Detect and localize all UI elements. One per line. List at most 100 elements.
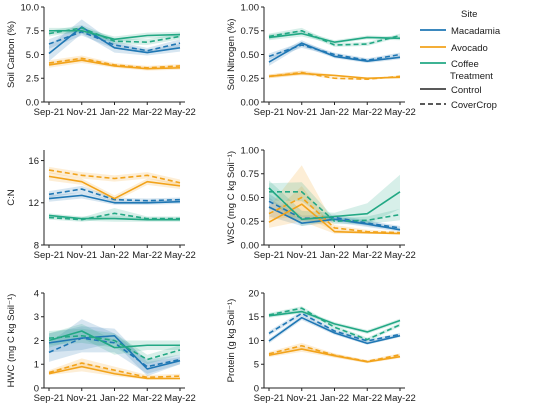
line-macadamia-covercrop [268, 312, 401, 342]
panel-c-n-ratio: 8 12 16 Sep-21 Nov-21 Jan-22 Mar-22 May-22 C:N [6, 150, 196, 261]
x-tick-label: Nov-21 [66, 393, 97, 404]
x-tick-label: Jan-22 [320, 250, 349, 261]
x-tick-label: Nov-21 [66, 250, 97, 261]
line-coffee-control [268, 310, 401, 333]
y-tick-label: 10 [248, 336, 259, 347]
y-tick-label: 0.00 [241, 240, 260, 251]
x-tick-label: Mar-22 [132, 393, 162, 404]
y-tick-label: 1.00 [241, 145, 260, 156]
line-macadamia-covercrop [48, 188, 181, 202]
x-tick-label: Mar-22 [352, 107, 382, 118]
legend-label-avocado: Avocado [451, 43, 488, 54]
y-tick-label: 0.50 [241, 193, 260, 204]
y-tick-label: 3 [34, 312, 39, 323]
band-macadamia-covercrop [269, 42, 400, 63]
legend: Site Macadamia Avocado Coffee Treatment … [420, 9, 501, 111]
band-avocado-covercrop [49, 166, 180, 186]
line-macadamia-control [268, 316, 401, 345]
y-tick-label: 10.0 [21, 2, 40, 13]
line-coffee-control [48, 330, 180, 349]
line-avocado-covercrop [48, 57, 181, 69]
line-macadamia-control [48, 334, 181, 370]
band-macadamia-covercrop [49, 319, 180, 374]
panel-hwc: 0 1 2 3 4 Sep-21 Nov-21 Jan-22 Mar-22 May-22 HWC (… [6, 288, 196, 404]
y-tick-label: 12 [28, 198, 39, 209]
band-macadamia-covercrop [49, 185, 180, 203]
line-avocado-control [48, 365, 180, 380]
line-avocado-covercrop [268, 71, 401, 80]
y-tick-label: 0 [254, 383, 259, 394]
y-axis-label-soil-carbon: Soil Carbon (%) [6, 21, 17, 88]
line-coffee-covercrop [48, 212, 180, 221]
x-tick-label: Mar-22 [132, 250, 162, 261]
y-tick-label: 0.75 [241, 26, 260, 37]
x-tick-label: May-22 [384, 250, 416, 261]
legend-label-coffee: Coffee [451, 59, 479, 70]
y-axis-label-hwc: HWC (mg C kg Soil⁻¹) [6, 294, 17, 388]
line-macadamia-covercrop [48, 30, 181, 52]
band-macadamia-control [49, 19, 180, 62]
x-tick-label: Mar-22 [352, 250, 382, 261]
line-avocado-covercrop [48, 362, 181, 379]
y-axis-label-c-n-ratio: C:N [6, 189, 17, 206]
x-tick-label: Nov-21 [286, 393, 317, 404]
y-tick-label: 7.5 [26, 26, 39, 37]
y-tick-label: 5.0 [26, 50, 39, 61]
x-tick-label: Sep-21 [254, 250, 285, 261]
x-tick-label: Jan-22 [100, 250, 129, 261]
x-tick-label: May-22 [164, 393, 196, 404]
line-coffee-covercrop [48, 27, 181, 43]
line-macadamia-control [48, 194, 181, 204]
y-tick-label: 0.00 [241, 97, 260, 108]
line-coffee-control [268, 32, 401, 43]
line-avocado-control [268, 72, 401, 80]
y-tick-label: 0.75 [241, 169, 260, 180]
line-macadamia-covercrop [268, 44, 401, 62]
y-tick-label: 2.5 [26, 74, 39, 85]
x-tick-label: May-22 [384, 393, 416, 404]
line-coffee-covercrop [269, 191, 401, 223]
line-macadamia-control [48, 26, 181, 55]
band-avocado-control [49, 172, 180, 202]
x-tick-label: May-22 [384, 107, 416, 118]
x-tick-label: Jan-22 [100, 107, 129, 118]
line-avocado-covercrop [268, 196, 401, 234]
x-tick-label: May-22 [164, 250, 196, 261]
x-tick-label: Jan-22 [100, 393, 129, 404]
x-tick-label: Mar-22 [132, 107, 162, 118]
band-macadamia-covercrop [49, 26, 180, 54]
line-avocado-covercrop [268, 344, 401, 363]
line-macadamia-control [268, 206, 401, 231]
line-coffee-covercrop [48, 334, 181, 361]
band-macadamia-control [269, 40, 400, 66]
line-coffee-control [268, 187, 401, 221]
x-tick-label: Jan-22 [320, 393, 349, 404]
y-tick-label: 20 [248, 288, 259, 299]
y-tick-label: 2 [34, 336, 39, 347]
x-tick-label: Nov-21 [286, 250, 317, 261]
legend-site-title: Site [461, 9, 477, 20]
y-tick-label: 0.25 [241, 74, 260, 85]
band-avocado-covercrop [269, 165, 400, 234]
band-avocado-covercrop [269, 342, 400, 363]
line-coffee-covercrop [268, 29, 401, 46]
line-coffee-control [49, 29, 181, 41]
panel-protein: 0 5 10 15 20 Sep-21 Nov-21 Jan-22 Mar-22 May-22 Pr… [226, 288, 416, 404]
x-tick-label: Nov-21 [286, 107, 317, 118]
line-macadamia-covercrop [268, 200, 401, 229]
x-tick-label: Sep-21 [254, 107, 285, 118]
x-tick-label: Sep-21 [34, 393, 65, 404]
y-tick-label: 15 [248, 312, 259, 323]
band-macadamia-covercrop [269, 193, 400, 230]
legend-treatment-title: Treatment [450, 71, 493, 82]
line-avocado-control [48, 175, 181, 200]
y-tick-label: 0 [34, 383, 39, 394]
x-tick-label: Mar-22 [352, 393, 382, 404]
y-tick-label: 1.00 [241, 2, 260, 13]
legend-label-covercrop: CoverCrop [451, 100, 497, 111]
y-tick-label: 0.0 [26, 97, 39, 108]
